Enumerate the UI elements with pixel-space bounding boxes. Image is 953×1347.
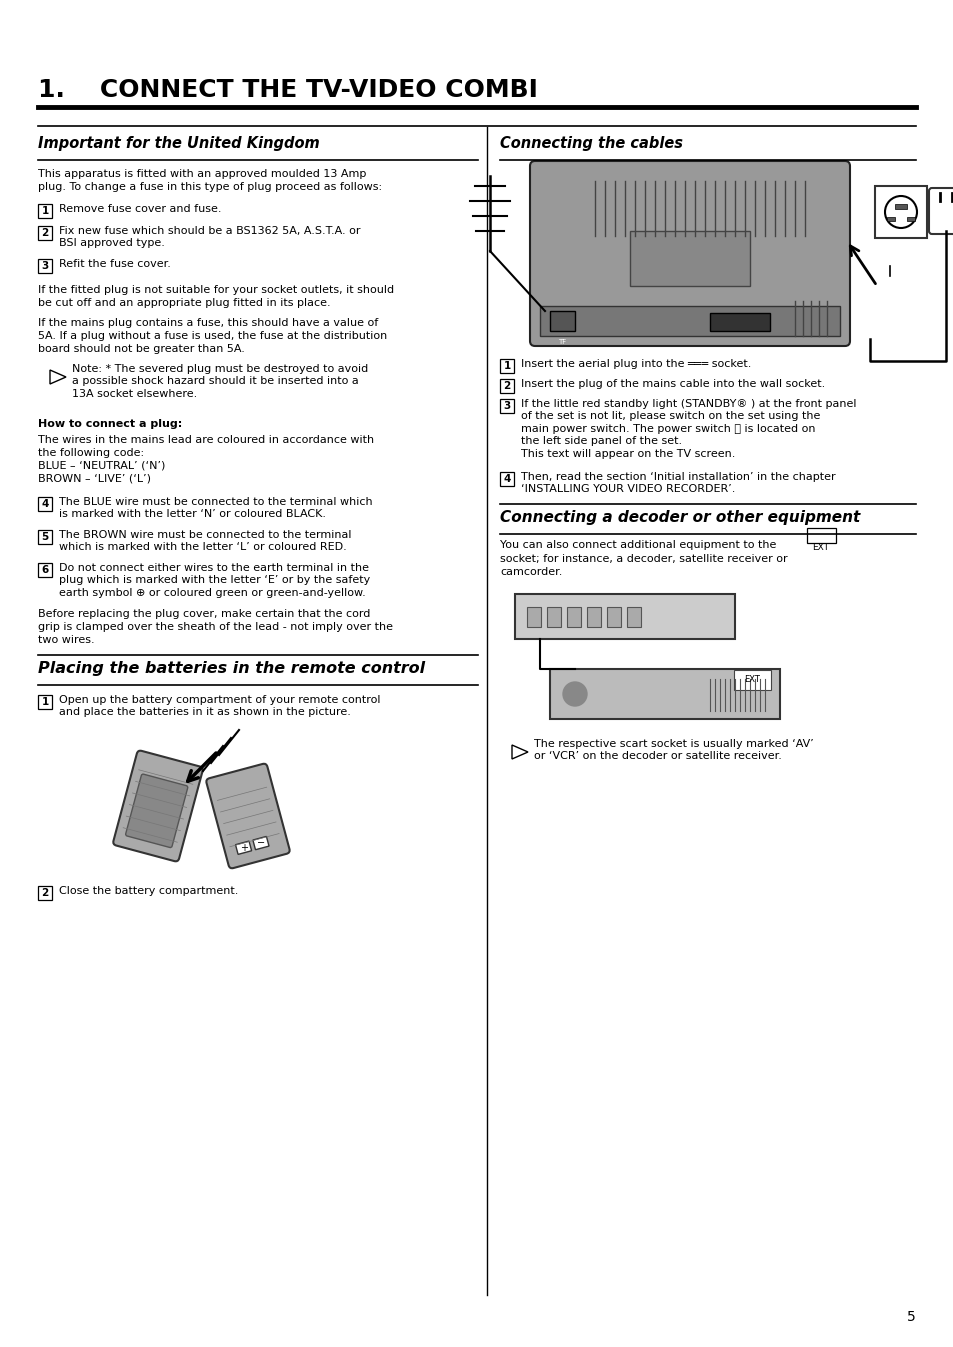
Bar: [709, 313, 769, 331]
FancyBboxPatch shape: [806, 528, 835, 543]
Bar: [526, 607, 540, 626]
Bar: [874, 186, 926, 238]
Text: 4: 4: [41, 498, 49, 509]
Bar: [550, 311, 575, 331]
Text: 5: 5: [41, 532, 49, 541]
FancyBboxPatch shape: [733, 669, 770, 690]
Text: This apparatus is fitted with an approved moulded 13 Amp
plug. To change a fuse : This apparatus is fitted with an approve…: [38, 168, 382, 191]
Bar: [38, 563, 52, 577]
Text: 1: 1: [41, 696, 49, 707]
Bar: [38, 259, 52, 273]
Bar: [906, 217, 914, 221]
Text: +: +: [239, 843, 247, 853]
Text: socket; for instance, a decoder, satellite receiver or
camcorder.: socket; for instance, a decoder, satelli…: [499, 554, 787, 577]
FancyBboxPatch shape: [530, 162, 849, 346]
Text: The respective scart socket is usually marked ‘AV’
or ‘VCR’ on the decoder or sa: The respective scart socket is usually m…: [534, 740, 813, 761]
Text: If the fitted plug is not suitable for your socket outlets, it should
be cut off: If the fitted plug is not suitable for y…: [38, 286, 394, 308]
Text: Remove fuse cover and fuse.: Remove fuse cover and fuse.: [59, 203, 221, 214]
Bar: [38, 886, 52, 900]
Text: Do not connect either wires to the earth terminal in the
plug which is marked wi: Do not connect either wires to the earth…: [59, 563, 370, 598]
Text: −: −: [256, 838, 265, 849]
FancyBboxPatch shape: [126, 775, 188, 847]
FancyBboxPatch shape: [235, 841, 252, 854]
Text: 1: 1: [503, 361, 510, 370]
Text: Insert the aerial plug into the ═══ socket.: Insert the aerial plug into the ═══ sock…: [520, 360, 751, 369]
Text: 2: 2: [41, 228, 49, 238]
FancyBboxPatch shape: [928, 189, 953, 234]
Text: Refit the fuse cover.: Refit the fuse cover.: [59, 259, 171, 269]
FancyBboxPatch shape: [550, 669, 780, 719]
Bar: [629, 230, 749, 286]
Text: If the mains plug contains a fuse, this should have a value of
5A. If a plug wit: If the mains plug contains a fuse, this …: [38, 318, 387, 354]
Text: Then, read the section ‘Initial installation’ in the chapter
‘INSTALLING YOUR VI: Then, read the section ‘Initial installa…: [520, 471, 835, 494]
Text: 3: 3: [41, 261, 49, 271]
Text: Fix new fuse which should be a BS1362 5A, A.S.T.A. or
BSI approved type.: Fix new fuse which should be a BS1362 5A…: [59, 226, 360, 248]
Bar: [626, 607, 640, 626]
Text: Note: * The severed plug must be destroyed to avoid
a possible shock hazard shou: Note: * The severed plug must be destroy…: [71, 364, 368, 399]
Bar: [499, 471, 514, 486]
FancyBboxPatch shape: [206, 764, 290, 869]
Bar: [566, 607, 580, 626]
Text: The wires in the mains lead are coloured in accordance with
the following code:
: The wires in the mains lead are coloured…: [38, 435, 374, 484]
Text: Connecting a decoder or other equipment: Connecting a decoder or other equipment: [499, 511, 860, 525]
Text: Close the battery compartment.: Close the battery compartment.: [59, 886, 238, 896]
Bar: [586, 607, 600, 626]
Bar: [499, 399, 514, 414]
Bar: [38, 695, 52, 709]
Bar: [38, 497, 52, 511]
Bar: [38, 203, 52, 218]
Bar: [499, 379, 514, 393]
Text: Insert the plug of the mains cable into the wall socket.: Insert the plug of the mains cable into …: [520, 379, 824, 389]
Text: 1: 1: [41, 206, 49, 216]
Text: EXT: EXT: [812, 543, 828, 552]
Text: The BROWN wire must be connected to the terminal
which is marked with the letter: The BROWN wire must be connected to the …: [59, 529, 351, 552]
Bar: [499, 360, 514, 373]
Bar: [546, 607, 560, 626]
Text: 5: 5: [906, 1311, 915, 1324]
Text: EXT: EXT: [743, 675, 760, 684]
Text: Open up the battery compartment of your remote control
and place the batteries i: Open up the battery compartment of your …: [59, 695, 380, 718]
Bar: [539, 306, 840, 335]
Bar: [606, 607, 620, 626]
FancyBboxPatch shape: [253, 836, 269, 850]
Circle shape: [562, 682, 586, 706]
Text: 6: 6: [41, 564, 49, 575]
Circle shape: [879, 261, 899, 282]
Bar: [894, 203, 906, 209]
Text: 1.    CONNECT THE TV-VIDEO COMBI: 1. CONNECT THE TV-VIDEO COMBI: [38, 78, 537, 102]
Bar: [38, 226, 52, 240]
Text: Connecting the cables: Connecting the cables: [499, 136, 682, 151]
Text: Important for the United Kingdom: Important for the United Kingdom: [38, 136, 319, 151]
Text: Placing the batteries in the remote control: Placing the batteries in the remote cont…: [38, 661, 425, 676]
Bar: [886, 217, 894, 221]
FancyBboxPatch shape: [113, 750, 202, 861]
Text: How to connect a plug:: How to connect a plug:: [38, 419, 182, 428]
Text: 3: 3: [503, 401, 510, 411]
Text: Before replacing the plug cover, make certain that the cord
grip is clamped over: Before replacing the plug cover, make ce…: [38, 609, 393, 645]
Text: 2: 2: [503, 381, 510, 391]
Bar: [38, 529, 52, 544]
Text: If the little red standby light (STANDBY® ) at the front panel
of the set is not: If the little red standby light (STANDBY…: [520, 399, 856, 458]
FancyBboxPatch shape: [515, 594, 734, 638]
Text: 2: 2: [41, 888, 49, 898]
Text: 4: 4: [503, 474, 510, 484]
Text: TF: TF: [558, 339, 565, 345]
Text: You can also connect additional equipment to the: You can also connect additional equipmen…: [499, 540, 776, 550]
Text: The BLUE wire must be connected to the terminal which
is marked with the letter : The BLUE wire must be connected to the t…: [59, 497, 373, 520]
